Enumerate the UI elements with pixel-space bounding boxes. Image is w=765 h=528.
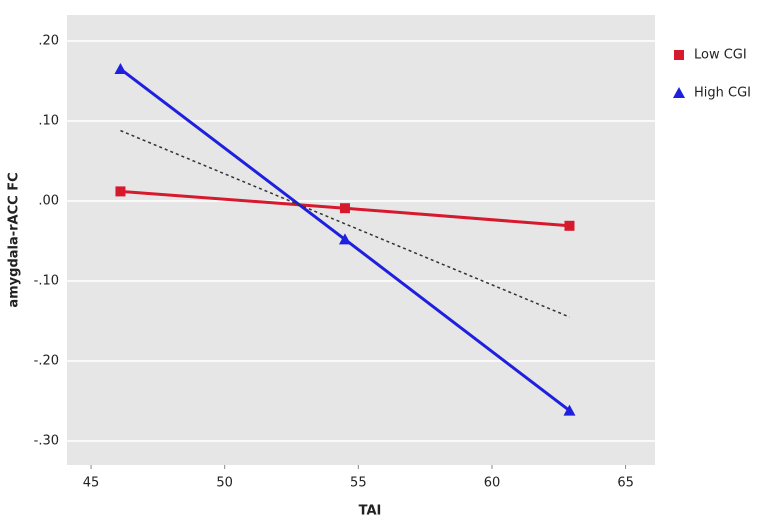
legend-marker — [673, 87, 685, 98]
marker — [339, 203, 350, 214]
marker — [114, 63, 127, 74]
marker — [338, 233, 351, 245]
y-tick-label: .10 — [38, 114, 59, 129]
x-tick-label: 45 — [83, 476, 100, 491]
x-axis-label: TAI — [359, 504, 382, 519]
plot-area — [67, 15, 655, 465]
y-tick-label: .00 — [38, 194, 59, 209]
y-tick-label: -.10 — [34, 274, 59, 289]
x-tick-label: 65 — [617, 476, 634, 491]
y-axis-label: amygdala-rACC FC — [7, 172, 22, 307]
y-tick-label: .20 — [38, 34, 59, 49]
y-tick-label: -.20 — [34, 354, 59, 369]
legend-marker — [674, 50, 684, 60]
marker — [564, 220, 575, 231]
x-tick-label: 60 — [484, 476, 501, 491]
marker — [115, 186, 126, 197]
legend-label: Low CGI — [694, 48, 747, 63]
x-tick-label: 50 — [216, 476, 233, 491]
x-tick-label: 55 — [350, 476, 367, 491]
legend-label: High CGI — [694, 86, 751, 101]
marker — [563, 404, 576, 416]
y-tick-label: -.30 — [34, 434, 59, 449]
